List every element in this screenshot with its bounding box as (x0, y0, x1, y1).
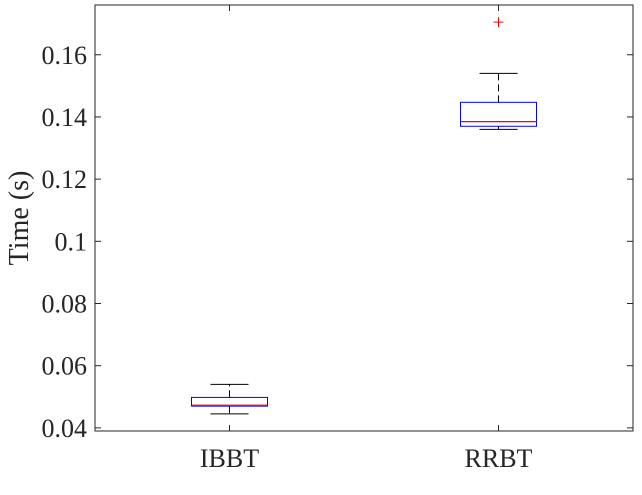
y-tick-label: 0.16 (42, 41, 88, 70)
box-ibbt (191, 383, 268, 415)
x-tick-label: RRBT (465, 444, 533, 473)
iqr-box (191, 396, 268, 407)
y-tick-label: 0.14 (42, 103, 88, 132)
y-tick-label: 0.04 (42, 414, 88, 443)
y-tick-label: 0.08 (42, 290, 88, 319)
y-tick-label: 0.12 (42, 165, 88, 194)
y-tick-label: 0.1 (55, 227, 88, 256)
x-tick-label: IBBT (200, 444, 259, 473)
outlier-point (493, 17, 504, 28)
box-rrbt (460, 17, 537, 130)
iqr-box (460, 101, 537, 127)
y-tick-label: 0.06 (42, 352, 88, 381)
plot-frame (94, 4, 634, 432)
plot-area (191, 17, 537, 415)
axes: 0.04 0.06 0.08 0.1 0.12 0.14 0.16 IBBT RRBT (42, 4, 634, 473)
y-axis-label: Time (s) (4, 171, 35, 266)
